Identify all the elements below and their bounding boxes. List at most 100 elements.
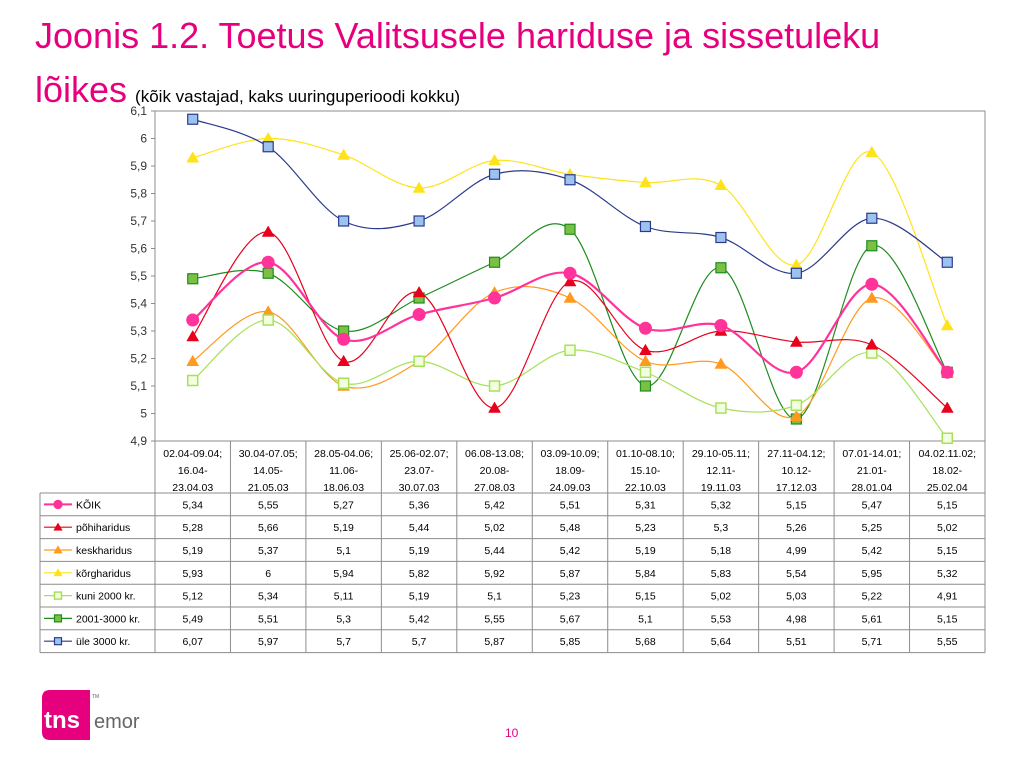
data-point (564, 223, 576, 235)
series-line (192, 286, 948, 419)
table-cell: 4,91 (937, 591, 958, 603)
data-point (564, 344, 576, 356)
table-cell: 4,99 (786, 545, 807, 557)
legend-label: üle 3000 kr. (76, 636, 130, 648)
x-category-label: 21.05.03 (248, 482, 289, 494)
x-category-label: 03.09-10.09; (541, 448, 600, 460)
x-category-label: 19.11.03 (701, 482, 741, 494)
data-point (639, 220, 652, 233)
table-cell: 5,3 (714, 522, 729, 534)
table-cell: 5,51 (560, 499, 581, 511)
table-cell: 5,37 (258, 545, 279, 557)
x-category-label: 25.02.04 (927, 482, 968, 494)
series-4 (186, 131, 954, 331)
data-point (866, 212, 878, 224)
data-point (186, 354, 200, 366)
table-cell: 5,87 (484, 636, 505, 648)
table-cell: 5,27 (333, 499, 354, 511)
data-point (563, 291, 577, 303)
data-point (563, 274, 577, 287)
table-cell: 5,34 (183, 499, 204, 511)
chart-title-word: lõikes (35, 69, 128, 110)
table-cell: 5,82 (409, 568, 430, 580)
data-point (412, 285, 426, 298)
data-point (488, 291, 502, 305)
data-point (337, 148, 351, 160)
data-point (488, 380, 501, 392)
table-cell: 5,94 (333, 568, 354, 580)
x-category-label: 12.11- (706, 465, 735, 477)
data-point (639, 354, 652, 366)
y-tick-label: 5,6 (130, 242, 147, 256)
table-cell: 6 (265, 568, 271, 580)
y-tick-label: 5,3 (130, 324, 147, 338)
data-point (639, 175, 652, 188)
legend-marker (53, 614, 63, 623)
x-category-label: 21.01- (857, 465, 887, 477)
x-category-label: 07.01-14.01; (842, 448, 901, 460)
data-point (186, 374, 199, 387)
data-point (865, 338, 879, 350)
x-category-label: 06.08-13.08; (465, 448, 524, 460)
table-cell: 5,1 (487, 591, 502, 603)
table-cell: 5,32 (711, 499, 732, 511)
x-category-label: 28.05-04.06; (314, 448, 373, 460)
page-number: 10 (505, 726, 519, 740)
x-category-label: 17.12.03 (776, 482, 817, 494)
data-point (714, 178, 728, 190)
data-point (941, 256, 953, 268)
table-cell: 5,15 (635, 591, 656, 603)
data-point (639, 366, 652, 378)
data-point (337, 332, 351, 346)
data-point (186, 313, 200, 327)
data-point (338, 215, 350, 227)
data-point (865, 291, 879, 303)
x-category-label: 24.09.03 (550, 482, 591, 494)
table-cell: 5,92 (484, 568, 505, 580)
y-tick-label: 5,4 (130, 297, 147, 311)
table-cell: 5,42 (409, 613, 430, 625)
data-point (337, 354, 351, 366)
table-cell: 5,55 (937, 636, 958, 648)
table-cell: 5,44 (484, 545, 505, 557)
table-cell: 5,12 (183, 591, 204, 603)
y-tick-label: 6,1 (130, 104, 147, 118)
data-point (564, 174, 576, 186)
legend-label: KÕIK (76, 498, 101, 511)
table-cell: 5,48 (560, 522, 581, 534)
x-category-label: 18.09- (555, 465, 585, 477)
table-cell: 5,53 (711, 613, 732, 625)
table-cell: 5,03 (786, 591, 807, 603)
x-category-label: 18.02- (932, 465, 962, 477)
table-cell: 5,54 (786, 568, 807, 580)
data-point (638, 321, 652, 335)
table-cell: 5,42 (484, 499, 505, 511)
table-cell: 5,44 (409, 522, 430, 534)
table-cell: 5,7 (412, 636, 427, 648)
table-cell: 5,66 (258, 522, 279, 534)
data-point (714, 319, 728, 332)
x-category-label: 01.10-08.10; (616, 448, 675, 460)
table-cell: 5,47 (862, 499, 883, 511)
table-cell: 5,95 (862, 568, 883, 580)
data-point (715, 231, 727, 244)
data-point (790, 267, 802, 279)
y-tick-label: 4,9 (130, 434, 147, 448)
x-category-label: 14.05- (253, 465, 283, 477)
table-cell: 5,3 (336, 613, 351, 625)
data-point (941, 432, 954, 444)
legend-marker (53, 591, 63, 600)
table-cell: 5,19 (183, 545, 204, 557)
x-category-label: 11.06- (329, 465, 358, 477)
table-cell: 5,02 (484, 522, 505, 534)
data-point (865, 145, 879, 157)
y-tick-label: 6 (140, 132, 147, 146)
data-point (412, 181, 426, 193)
y-tick-label: 5,2 (130, 352, 147, 366)
data-point (488, 168, 501, 180)
data-point (186, 329, 200, 342)
x-category-label: 22.10.03 (625, 482, 666, 494)
table-cell: 5,55 (484, 613, 505, 625)
table-cell: 5,7 (336, 636, 351, 648)
